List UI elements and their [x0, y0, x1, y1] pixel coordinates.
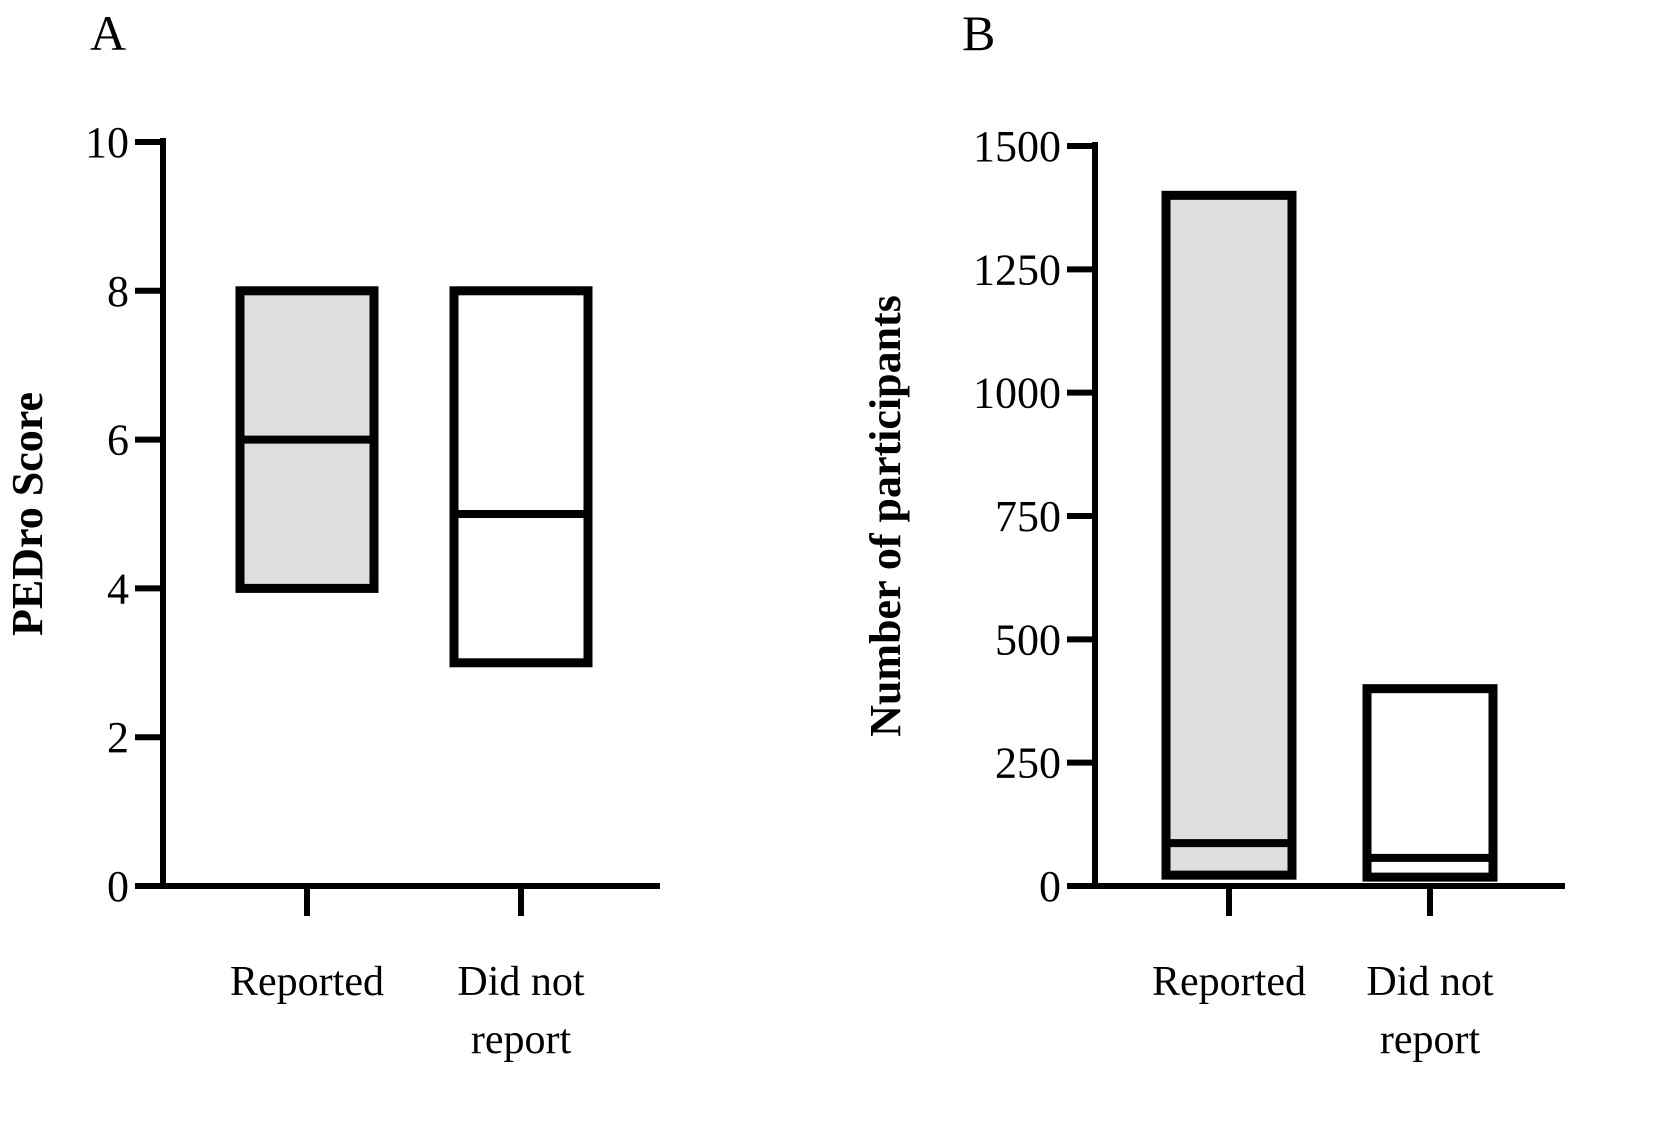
box: [1362, 684, 1498, 882]
panel-label: B: [962, 5, 995, 61]
y-tick-label: 10: [85, 118, 129, 167]
y-axis-label: PEDro Score: [3, 392, 52, 636]
y-tick-label: 6: [107, 416, 129, 465]
y-tick-label: 0: [1039, 862, 1061, 911]
y-tick-label: 750: [995, 492, 1061, 541]
x-tick-label: report: [1380, 1017, 1481, 1063]
y-tick-label: 2: [107, 713, 129, 762]
panel-a: A 0 2 4 6 8 10 PEDro Score Reported Did not report: [3, 5, 660, 1063]
y-axis-label: Number of participants: [861, 295, 910, 737]
y-tick-label: 500: [995, 615, 1061, 664]
y-tick-label: 250: [995, 739, 1061, 788]
y-tick-label: 1500: [973, 122, 1061, 171]
x-tick-label: Reported: [230, 959, 384, 1005]
y-tick-label: 1250: [973, 245, 1061, 294]
box: [449, 286, 593, 668]
panel-label: A: [90, 5, 126, 61]
y-tick-label: 1000: [973, 369, 1061, 418]
box: [1161, 190, 1297, 880]
x-tick-label: report: [471, 1017, 572, 1063]
y-tick-label: 8: [107, 267, 129, 316]
x-tick-label: Did not: [1366, 959, 1494, 1005]
x-tick-label: Did not: [457, 959, 585, 1005]
y-tick-label: 4: [107, 564, 129, 613]
y-tick-label: 0: [107, 862, 129, 911]
x-tick-label: Reported: [1152, 959, 1306, 1005]
panel-b: B 0 250 500 750 1000 1250 1500 Number of partici…: [861, 5, 1565, 1063]
